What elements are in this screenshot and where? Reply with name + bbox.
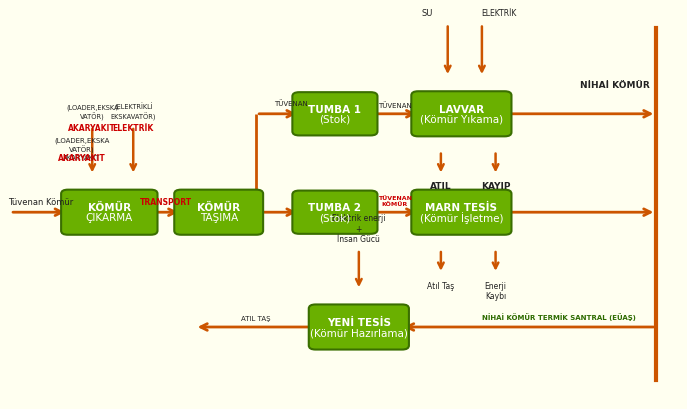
Text: LAVVAR: LAVVAR [439,104,484,115]
Text: Tüvenan Kömür: Tüvenan Kömür [8,198,74,207]
Text: (Stok): (Stok) [319,115,350,125]
FancyBboxPatch shape [412,190,511,235]
Text: (Kömür Hazırlama): (Kömür Hazırlama) [310,327,408,337]
Text: AKARYAKIT: AKARYAKIT [68,124,116,133]
Text: ELEKTRİK: ELEKTRİK [113,124,154,133]
Text: SU: SU [422,9,433,18]
Text: NİHAİ KÖMÜR TERMİK SANTRAL (EÜAŞ): NİHAİ KÖMÜR TERMİK SANTRAL (EÜAŞ) [482,312,635,320]
Text: Atıl Taş: Atıl Taş [427,281,455,290]
FancyBboxPatch shape [293,93,377,136]
FancyBboxPatch shape [412,92,511,137]
FancyBboxPatch shape [174,190,263,235]
Text: TAŞIMA: TAŞIMA [199,213,238,223]
Text: ÇIKARMA: ÇIKARMA [86,213,133,223]
Text: NİHAİ KÖMÜR: NİHAİ KÖMÜR [580,81,649,90]
Text: AKARYAKIT: AKARYAKIT [58,153,106,162]
Text: Enerji
Kaybı: Enerji Kaybı [484,281,506,301]
Text: (LOADER,EKSKA
VATÖR)
AKARYAKIT: (LOADER,EKSKA VATÖR) AKARYAKIT [54,137,110,160]
Text: TÜVENAN
KÖMÜR: TÜVENAN KÖMÜR [378,196,412,207]
FancyBboxPatch shape [61,190,157,235]
Text: (ELEKTRİKLİ
EKSKAVATÖR): (ELEKTRİKLİ EKSKAVATÖR) [111,103,156,121]
Text: TUMBA 1: TUMBA 1 [308,104,361,115]
FancyBboxPatch shape [293,191,377,234]
Text: (LOADER,EKSKA
VATÖR): (LOADER,EKSKA VATÖR) [66,104,118,121]
Text: TÜVENAN: TÜVENAN [378,101,412,108]
Text: MARN TESİS: MARN TESİS [425,202,497,213]
Text: TUMBA 2: TUMBA 2 [308,202,361,213]
Text: Elektrik enerji
+
İnsan Gücü: Elektrik enerji + İnsan Gücü [332,213,385,243]
Text: (Kömür İşletme): (Kömür İşletme) [420,212,503,224]
Text: KÖMÜR: KÖMÜR [197,202,240,213]
Text: YENİ TESİS: YENİ TESİS [327,317,391,327]
Text: ATIL TAŞ: ATIL TAŞ [241,315,271,321]
FancyBboxPatch shape [308,305,409,350]
Text: KÖMÜR: KÖMÜR [88,202,131,213]
Text: (Kömür Yıkama): (Kömür Yıkama) [420,115,503,125]
Text: TRANSPORT: TRANSPORT [140,198,192,207]
Text: (Stok): (Stok) [319,213,350,223]
Text: ATIL: ATIL [430,182,451,191]
Text: TÜVENAN: TÜVENAN [273,99,307,106]
Text: ELEKTRİK: ELEKTRİK [482,9,517,18]
Text: KAYIP: KAYIP [481,182,510,191]
